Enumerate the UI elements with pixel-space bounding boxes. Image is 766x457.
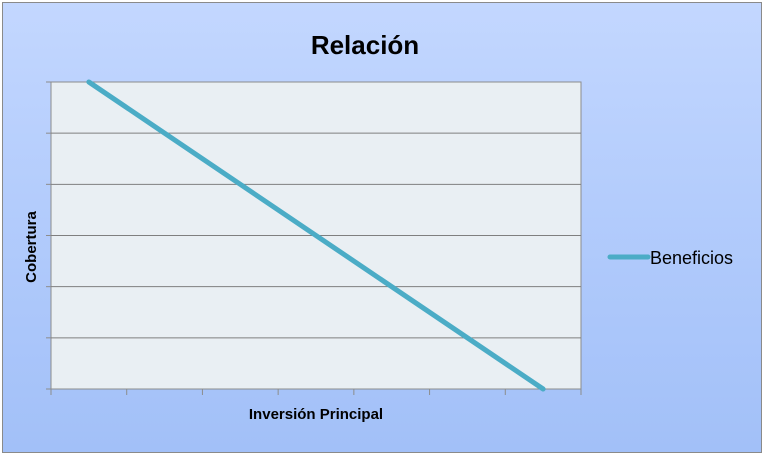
chart-area: Relación Inversión Principal Cobertura B…	[2, 2, 762, 453]
chart-title: Relación	[311, 30, 419, 60]
x-axis-title: Inversión Principal	[249, 406, 383, 423]
series-line-beneficios	[86, 79, 546, 392]
legend: Beneficios	[607, 248, 733, 268]
gridlines	[46, 81, 581, 390]
chart-svg: Relación Inversión Principal Cobertura B…	[23, 30, 733, 423]
x-axis-ticks	[50, 389, 582, 395]
legend-label-beneficios: Beneficios	[650, 248, 733, 268]
series-group	[86, 79, 546, 392]
y-axis-title: Cobertura	[23, 211, 40, 283]
